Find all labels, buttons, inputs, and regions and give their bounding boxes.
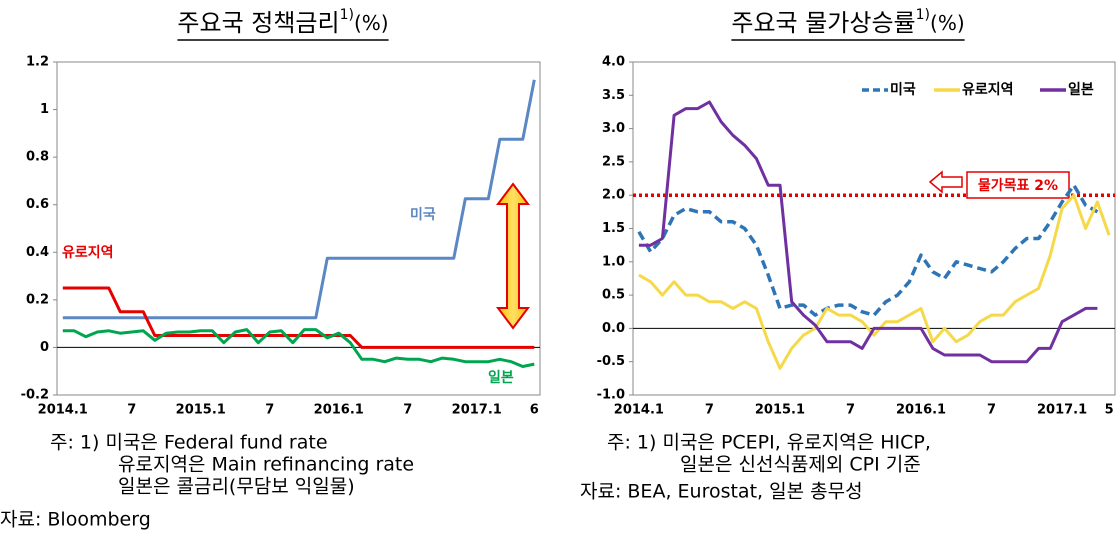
note: 주: 1) 미국은 Federal fund rate: [50, 432, 328, 454]
y-tick-label: 0.8: [26, 150, 49, 165]
y-tick-label: 4.0: [602, 55, 625, 70]
x-tick-label: 7: [846, 403, 855, 418]
target-label: 물가목표 2%: [978, 178, 1058, 194]
series-line: [62, 328, 535, 368]
series-line: [637, 183, 1099, 317]
legend-label: 유로지역: [962, 81, 1014, 98]
y-tick-label: 2.0: [602, 188, 625, 203]
x-tick-label: 6: [530, 403, 539, 418]
chart-title: 주요국 물가상승률1)(%): [731, 7, 964, 37]
y-tick-label: -0.2: [21, 388, 49, 403]
y-tick-label: 3.5: [602, 88, 625, 103]
note: 일본은 신선식품제외 CPI 기준: [680, 454, 921, 476]
title-main: 주요국 정책금리: [177, 9, 339, 37]
note: 유로지역은 Main refinancing rate: [118, 454, 414, 476]
series-line: [62, 79, 536, 320]
title-sup: 1): [916, 7, 930, 23]
x-tick-label: 2015.1: [755, 403, 805, 418]
y-tick-label: 0.5: [602, 288, 625, 303]
x-tick-label: 7: [403, 403, 412, 418]
y-tick-label: 1.2: [26, 55, 49, 70]
series-label: 유로지역: [62, 244, 114, 261]
x-tick-label: 2016.1: [314, 403, 364, 418]
y-tick-label: 3.0: [602, 121, 625, 136]
x-tick-label: 2015.1: [176, 403, 226, 418]
y-tick-label: 1: [40, 102, 49, 117]
x-tick-label: 7: [265, 403, 274, 418]
plot-frame: [632, 61, 1116, 396]
legend-label: 미국: [890, 82, 916, 98]
y-tick-label: -1.0: [597, 388, 625, 403]
series-label: 일본: [488, 370, 514, 386]
x-tick-label: 7: [987, 403, 996, 418]
y-tick-label: 0: [40, 340, 49, 355]
series-label: 미국: [410, 207, 436, 223]
legend-label: 일본: [1068, 82, 1094, 98]
note: 일본은 콜금리(무담보 익일물): [118, 476, 355, 498]
x-tick-label: 2017.1: [1037, 403, 1087, 418]
y-tick-label: 0.0: [602, 321, 625, 336]
y-tick-label: 2.5: [602, 154, 625, 169]
title-sup: 1): [340, 7, 354, 23]
plot-frame: [56, 61, 541, 396]
x-tick-label: 7: [127, 403, 136, 418]
y-tick-label: 0.2: [26, 292, 49, 307]
x-tick-label: 2016.1: [896, 403, 946, 418]
x-tick-label: 2014.1: [38, 403, 88, 418]
y-tick-label: 1.5: [602, 221, 625, 236]
note: 주: 1) 미국은 PCEPI, 유로지역은 HICP,: [607, 432, 931, 454]
x-tick-label: 5: [1105, 403, 1114, 418]
series-line: [638, 193, 1111, 370]
title-unit: (%): [930, 11, 965, 35]
chart-title: 주요국 정책금리1)(%): [177, 7, 388, 37]
target-arrow: [928, 170, 963, 194]
title-main: 주요국 물가상승률: [731, 9, 915, 37]
source: 자료: Bloomberg: [0, 509, 151, 531]
series-line: [638, 100, 1098, 364]
y-tick-label: 1.0: [602, 254, 625, 269]
title-unit: (%): [354, 11, 389, 35]
y-tick-label: 0.4: [26, 245, 49, 260]
source: 자료: BEA, Eurostat, 일본 총무성: [580, 481, 863, 503]
y-tick-label: 0.6: [26, 197, 49, 212]
double-arrow: [496, 182, 530, 330]
x-tick-label: 2017.1: [452, 403, 502, 418]
x-tick-label: 7: [705, 403, 714, 418]
target-label-box: [966, 171, 1070, 199]
x-tick-label: 2014.1: [614, 403, 664, 418]
y-tick-label: -0.5: [597, 354, 625, 369]
